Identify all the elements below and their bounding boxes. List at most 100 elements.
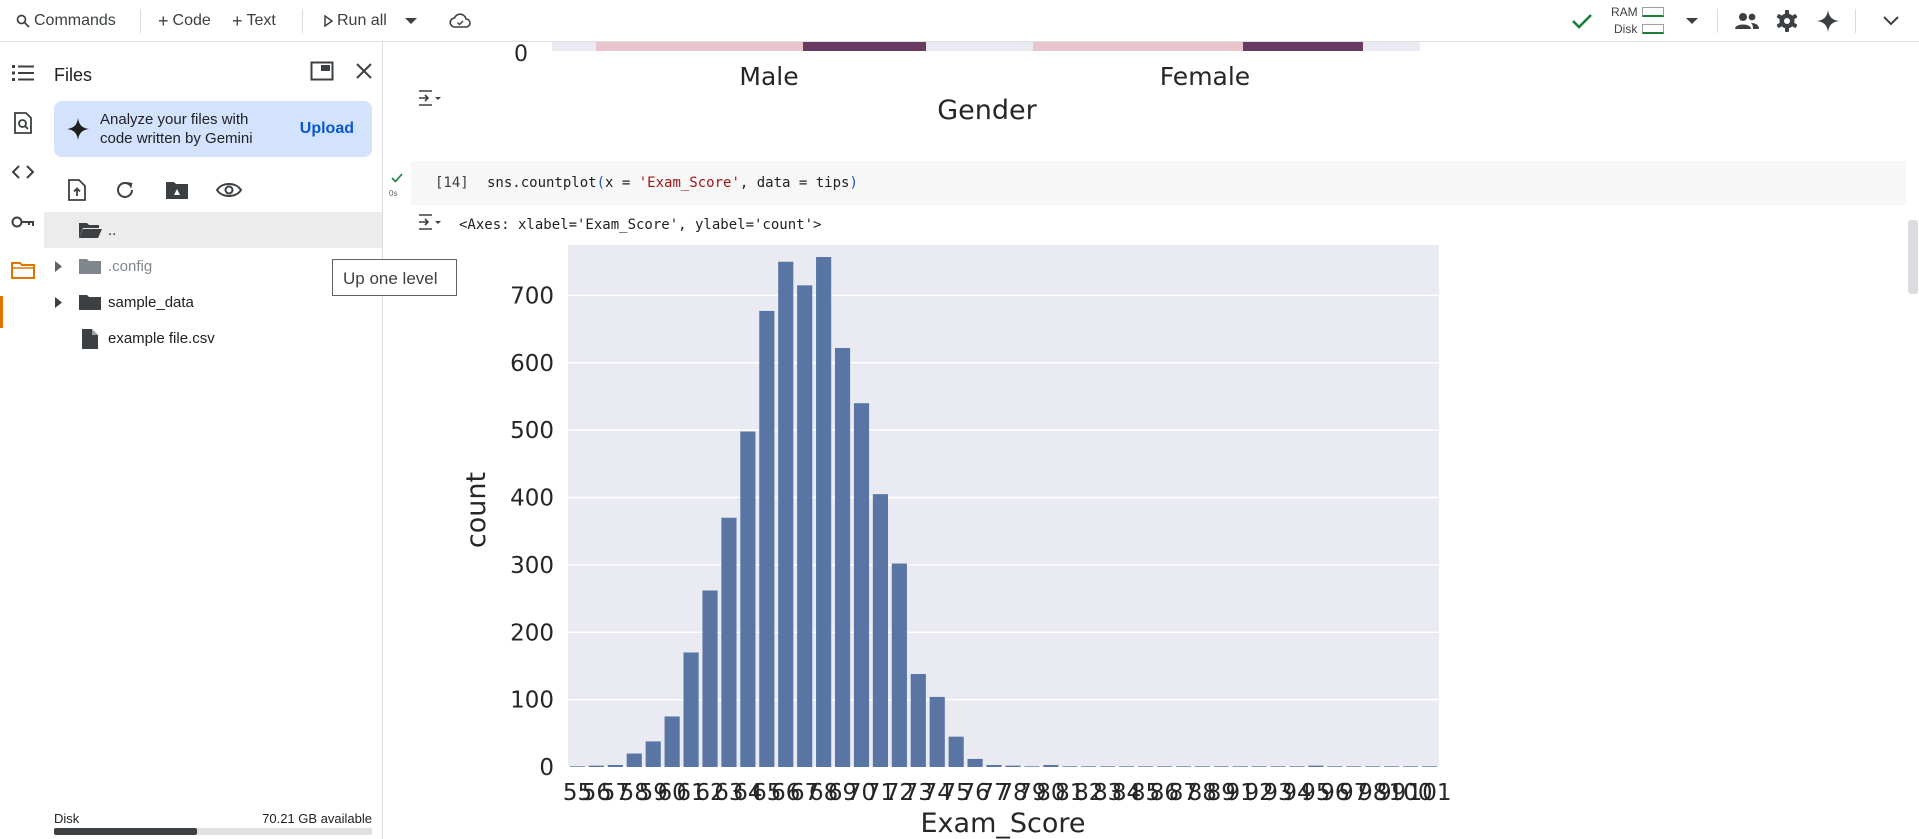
code-cell[interactable]: [14] sns.countplot(x = 'Exam_Score', dat… — [411, 161, 1906, 205]
disk-usage-label: Disk — [54, 811, 80, 826]
bar — [986, 764, 1002, 767]
left-icon-rail — [0, 42, 44, 839]
ram-label: RAM — [1611, 5, 1638, 19]
code-arg: x = — [605, 175, 639, 191]
bar — [702, 590, 718, 767]
bar — [1251, 766, 1267, 767]
secrets-key-icon[interactable] — [11, 210, 35, 234]
settings-button[interactable] — [1776, 10, 1798, 32]
code-snippets-icon[interactable] — [11, 160, 35, 184]
x-tick-label: 100 — [1389, 780, 1433, 806]
open-in-tab-icon[interactable] — [309, 58, 335, 84]
x-tick-label: 70 — [847, 780, 876, 806]
run-options-dropdown[interactable] — [404, 10, 418, 32]
refresh-icon[interactable] — [112, 177, 138, 203]
x-tick-label: 91 — [1226, 780, 1255, 806]
bars — [569, 257, 1438, 767]
connected-status[interactable] — [1571, 10, 1593, 32]
upload-file-icon[interactable] — [64, 177, 90, 203]
x-tick-label: 66 — [771, 780, 800, 806]
bar — [1081, 766, 1097, 767]
add-text-button[interactable]: + Text — [232, 10, 276, 32]
bar — [1365, 766, 1381, 767]
tree-row-example-file[interactable]: example file.csv — [44, 320, 383, 356]
tree-row-config[interactable]: .config — [44, 248, 383, 284]
bar — [872, 494, 888, 767]
x-tick-label: 80 — [1036, 780, 1065, 806]
x-tick-labels: 5556575859606162636465666768697071727374… — [563, 780, 1452, 806]
x-tick-label: 81 — [1055, 780, 1084, 806]
bar — [759, 310, 775, 767]
scrollbar-thumb[interactable] — [1908, 220, 1918, 294]
share-users-button[interactable] — [1734, 10, 1760, 32]
x-tick-label: 72 — [885, 780, 914, 806]
x-tick-label: 96 — [1320, 780, 1349, 806]
toolbar-divider — [1717, 9, 1718, 33]
tree-row-parent-folder[interactable]: .. — [44, 212, 382, 248]
bar — [1346, 766, 1362, 767]
bar — [645, 741, 661, 767]
run-all-button[interactable]: Run all — [323, 10, 387, 32]
x-tick-label: 87 — [1169, 780, 1198, 806]
caret-down-icon — [1686, 18, 1698, 24]
bar — [1043, 764, 1059, 767]
bar — [1270, 766, 1286, 767]
x-tick-label: 75 — [942, 780, 971, 806]
output-actions-icon[interactable] — [417, 211, 443, 233]
bar — [853, 403, 870, 767]
x-tick-label: 92 — [1244, 780, 1273, 806]
plus-icon: + — [158, 10, 169, 31]
x-tick-label: 97 — [1339, 780, 1368, 806]
bar — [1137, 766, 1154, 767]
previous-bar-female-dark — [1243, 42, 1363, 51]
y-tick-label: 100 — [510, 688, 554, 714]
chevron-down-icon — [1883, 16, 1899, 26]
x-tick-label: 98 — [1358, 780, 1387, 806]
find-replace-icon[interactable] — [11, 111, 35, 135]
bar — [1213, 766, 1229, 767]
add-code-button[interactable]: + Code — [158, 10, 211, 32]
folder-icon — [79, 295, 101, 310]
x-tick-label: 59 — [639, 780, 668, 806]
bar — [1156, 766, 1173, 767]
collapse-header-button[interactable] — [1883, 10, 1899, 32]
bar — [891, 563, 907, 767]
gemini-button[interactable] — [1817, 10, 1839, 32]
code-label: Code — [172, 12, 211, 29]
close-icon[interactable] — [351, 58, 377, 84]
previous-chart-output: 0 Male Female Gender — [514, 42, 1420, 126]
files-folder-icon[interactable] — [11, 258, 35, 282]
bar — [1119, 766, 1135, 767]
bar — [778, 261, 794, 767]
show-hidden-files-icon[interactable] — [216, 177, 242, 203]
output-actions-icon[interactable] — [417, 87, 443, 109]
disk-available-text: 70.21 GB available — [262, 811, 372, 826]
cell-code[interactable]: sns.countplot(x = 'Exam_Score', data = t… — [487, 175, 858, 191]
cell-execution-count: [14] — [435, 175, 469, 191]
bar — [607, 764, 623, 767]
resources-indicator[interactable]: RAM Disk — [1611, 4, 1664, 38]
x-tick-label: 78 — [998, 780, 1027, 806]
expand-arrow-icon[interactable] — [55, 261, 62, 272]
x-tick-label: 71 — [866, 780, 895, 806]
save-to-drive-button[interactable] — [449, 10, 471, 32]
y-tick-label: 500 — [510, 418, 554, 444]
previous-plot-area — [552, 42, 1420, 51]
x-tick-label: 56 — [582, 780, 611, 806]
gemini-upload-button[interactable]: Upload — [299, 120, 354, 137]
bar — [664, 716, 680, 767]
previous-category-male: Male — [739, 62, 798, 91]
ram-meter — [1642, 7, 1664, 17]
x-tick-label: 85 — [1131, 780, 1160, 806]
mount-drive-icon[interactable] — [164, 177, 190, 203]
bar — [1194, 766, 1210, 767]
x-tick-label: 88 — [1188, 780, 1217, 806]
runtime-options-dropdown[interactable] — [1685, 10, 1699, 32]
bar — [1327, 766, 1343, 767]
files-panel-title: Files — [54, 65, 93, 85]
expand-arrow-icon[interactable] — [55, 297, 62, 308]
tree-row-sample-data[interactable]: sample_data — [44, 284, 383, 320]
table-of-contents-icon[interactable] — [11, 61, 35, 85]
commands-button[interactable]: Commands — [16, 10, 116, 32]
